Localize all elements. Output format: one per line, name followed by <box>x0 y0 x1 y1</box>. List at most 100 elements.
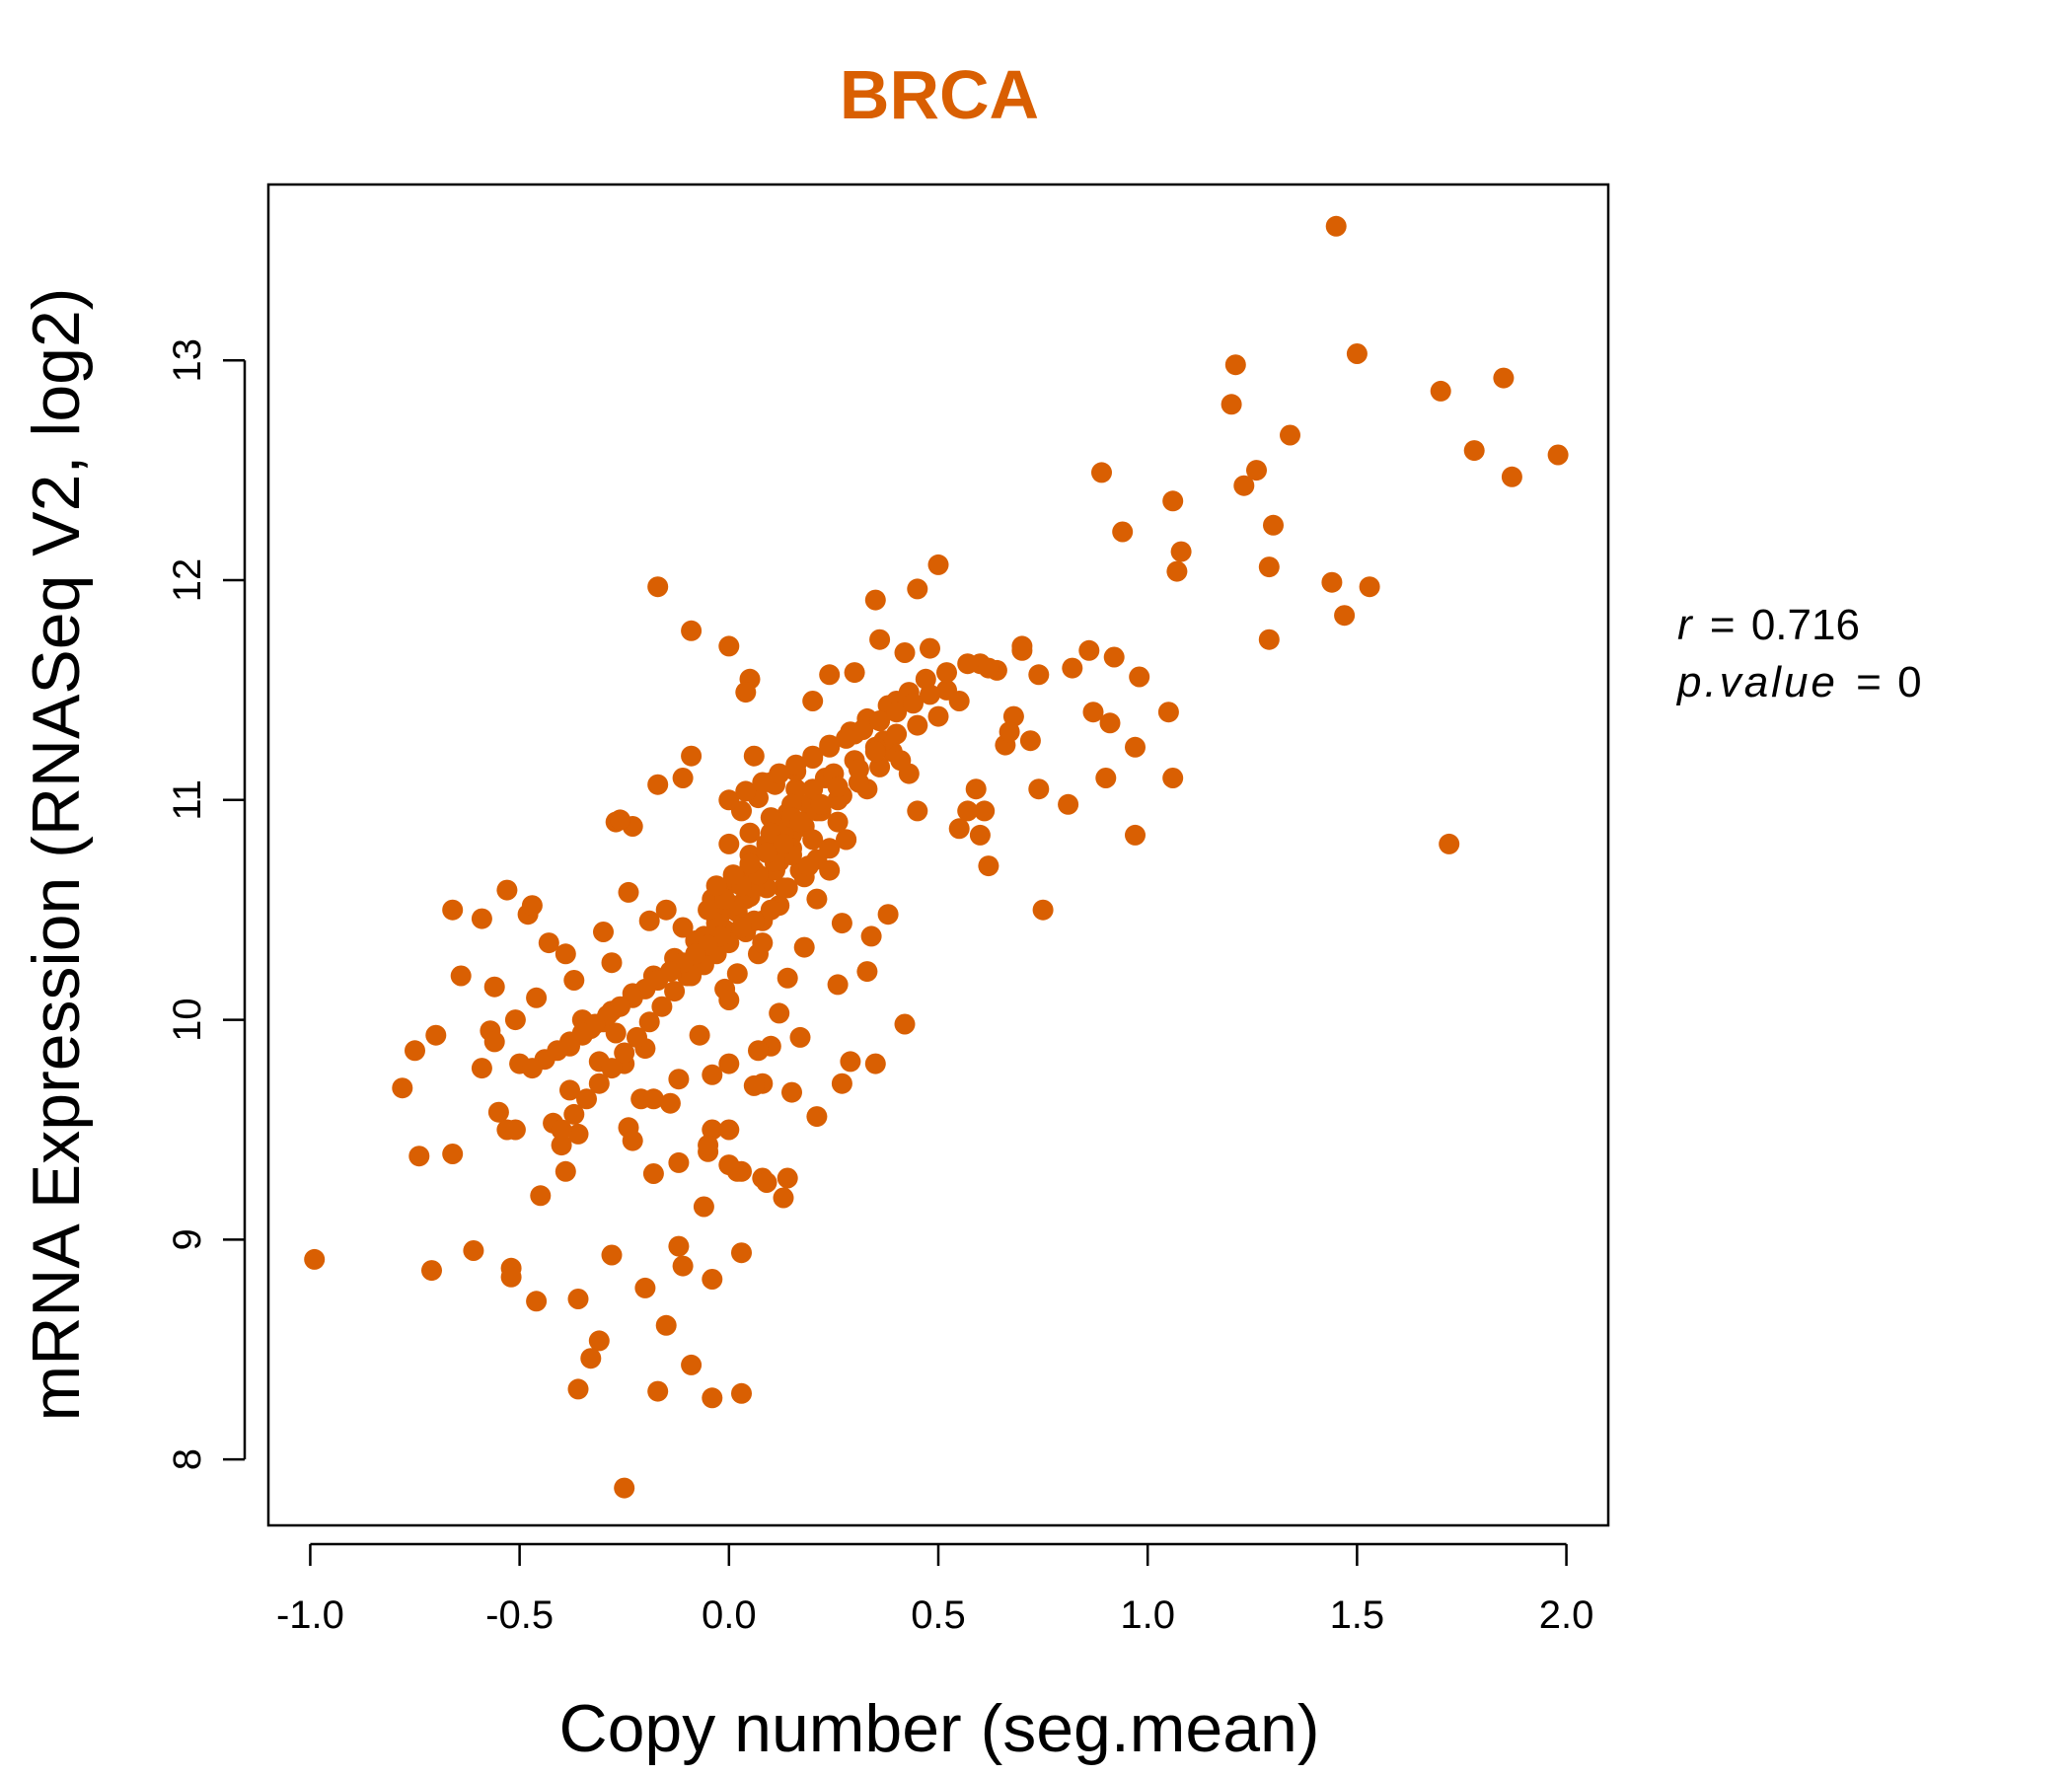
x-tick-label: 0.5 <box>911 1593 966 1637</box>
data-point <box>810 793 832 815</box>
data-point <box>638 1011 660 1033</box>
data-point <box>521 895 543 917</box>
data-point <box>593 922 614 942</box>
data-point <box>1082 702 1104 723</box>
data-point <box>421 1260 442 1282</box>
data-point <box>860 925 882 947</box>
stats-annotation: r = 0.716 p.value = 0 <box>1675 601 1922 706</box>
data-point <box>827 974 849 996</box>
data-point <box>903 693 924 714</box>
data-point <box>840 1051 861 1073</box>
data-point <box>886 702 908 723</box>
data-point <box>496 879 518 901</box>
data-point <box>1258 629 1280 650</box>
data-point <box>1321 571 1343 593</box>
data-point <box>869 710 891 732</box>
data-point <box>689 1024 710 1046</box>
y-tick-label: 8 <box>166 1448 209 1470</box>
data-point <box>1103 646 1125 668</box>
data-point <box>806 888 828 910</box>
data-point <box>642 1163 664 1184</box>
data-point <box>718 833 740 854</box>
data-point <box>957 653 979 675</box>
data-point <box>718 1053 740 1074</box>
data-point <box>471 908 492 929</box>
y-axis: 8 9 10 11 12 13 <box>166 338 247 1470</box>
data-point <box>1112 521 1134 543</box>
y-tick-label: 10 <box>166 998 209 1042</box>
data-point <box>567 1289 589 1309</box>
data-point <box>530 1185 552 1207</box>
data-point <box>1246 460 1267 481</box>
x-axis-label: Copy number (seg.mean) <box>558 1691 1319 1766</box>
data-point <box>1463 440 1485 462</box>
data-point <box>651 996 673 1017</box>
p-equals: = <box>1856 658 1882 706</box>
data-point <box>777 1167 798 1189</box>
data-point <box>920 637 940 659</box>
r-value: 0.716 <box>1751 601 1860 649</box>
data-point <box>777 967 798 989</box>
data-point <box>392 1077 413 1099</box>
data-point <box>504 1009 526 1031</box>
data-point <box>789 811 811 833</box>
data-point <box>793 936 815 958</box>
data-point <box>789 1026 811 1048</box>
data-point <box>471 1058 492 1079</box>
data-point <box>588 1073 610 1094</box>
data-point <box>551 1135 572 1156</box>
data-point <box>483 976 505 998</box>
data-point <box>797 855 819 877</box>
data-point <box>693 1196 714 1218</box>
data-point <box>948 691 970 711</box>
data-point <box>890 750 912 772</box>
data-point <box>1170 541 1192 562</box>
data-point <box>681 745 703 767</box>
data-point <box>1019 730 1041 752</box>
data-point <box>927 554 949 575</box>
data-point <box>785 754 807 776</box>
data-point <box>672 768 694 788</box>
data-point <box>672 1255 694 1277</box>
data-point <box>748 1040 769 1062</box>
data-point <box>408 1146 430 1167</box>
data-point <box>999 721 1020 743</box>
data-point <box>806 1106 828 1128</box>
data-point <box>920 684 940 705</box>
data-point <box>731 917 752 938</box>
data-point <box>769 763 790 784</box>
data-point <box>777 877 798 899</box>
data-point <box>731 1242 752 1264</box>
data-point <box>907 578 928 600</box>
data-point <box>627 1026 647 1048</box>
x-tick-label: -1.0 <box>276 1593 344 1637</box>
p-label: p.value <box>1675 658 1838 706</box>
data-point <box>442 899 464 921</box>
data-point <box>1095 768 1117 788</box>
data-points <box>304 215 1569 1499</box>
data-point <box>576 1088 597 1110</box>
data-point <box>698 1135 719 1156</box>
data-point <box>760 899 781 921</box>
data-point <box>894 642 916 663</box>
data-point <box>848 759 869 780</box>
data-point <box>969 824 991 846</box>
data-point <box>705 875 727 897</box>
data-point <box>781 1081 802 1103</box>
data-point <box>936 662 957 684</box>
x-axis: -1.0 -0.5 0.0 0.5 1.0 1.5 2.0 <box>276 1542 1593 1637</box>
data-point <box>668 1235 690 1257</box>
data-point <box>864 1053 886 1074</box>
data-point <box>1078 639 1100 661</box>
data-point <box>526 987 548 1008</box>
data-point <box>638 910 660 931</box>
data-point <box>655 899 677 921</box>
data-point <box>614 1477 635 1499</box>
r-label: r <box>1677 601 1694 649</box>
data-point <box>567 1123 589 1145</box>
data-point <box>827 811 849 833</box>
data-point <box>664 981 686 1002</box>
data-point <box>886 723 908 745</box>
data-point <box>735 682 757 703</box>
data-point <box>948 818 970 840</box>
